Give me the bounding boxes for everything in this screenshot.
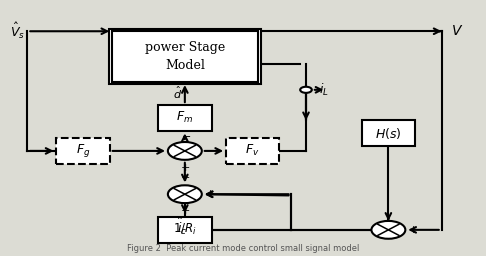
Text: $-$: $-$ xyxy=(357,224,367,234)
Circle shape xyxy=(168,142,202,160)
Text: $V$: $V$ xyxy=(451,24,464,38)
Text: $F_v$: $F_v$ xyxy=(245,143,260,158)
Text: $-$: $-$ xyxy=(154,145,164,155)
Text: $F_g$: $F_g$ xyxy=(76,142,90,159)
Text: $+$: $+$ xyxy=(180,172,190,183)
Text: Model: Model xyxy=(165,59,205,72)
Text: $-$: $-$ xyxy=(181,130,191,140)
Text: $F_m$: $F_m$ xyxy=(176,110,193,125)
Text: $i_L$: $i_L$ xyxy=(319,82,329,98)
Circle shape xyxy=(168,185,202,203)
Bar xyxy=(56,138,110,164)
Text: $\hat{V}_s$: $\hat{V}_s$ xyxy=(10,21,25,41)
Circle shape xyxy=(371,221,405,239)
Text: $+$: $+$ xyxy=(408,223,418,234)
Text: $+$: $+$ xyxy=(180,205,190,216)
Text: $+$: $+$ xyxy=(180,162,190,173)
Text: $\hat{d}$: $\hat{d}$ xyxy=(174,84,182,101)
Text: $H(s)$: $H(s)$ xyxy=(375,126,402,141)
Text: Figure 2  Peak current mode control small signal model: Figure 2 Peak current mode control small… xyxy=(127,244,359,253)
Text: $1/R_i$: $1/R_i$ xyxy=(173,222,197,237)
Bar xyxy=(158,217,211,243)
Text: $\hat{i}_c$: $\hat{i}_c$ xyxy=(177,216,188,237)
Bar xyxy=(226,138,279,164)
Bar xyxy=(109,29,261,84)
Text: power Stage: power Stage xyxy=(145,41,225,54)
Circle shape xyxy=(300,87,312,93)
Bar xyxy=(158,105,211,131)
Bar xyxy=(362,120,415,146)
Text: $+$: $+$ xyxy=(205,188,215,199)
Bar xyxy=(112,31,258,82)
